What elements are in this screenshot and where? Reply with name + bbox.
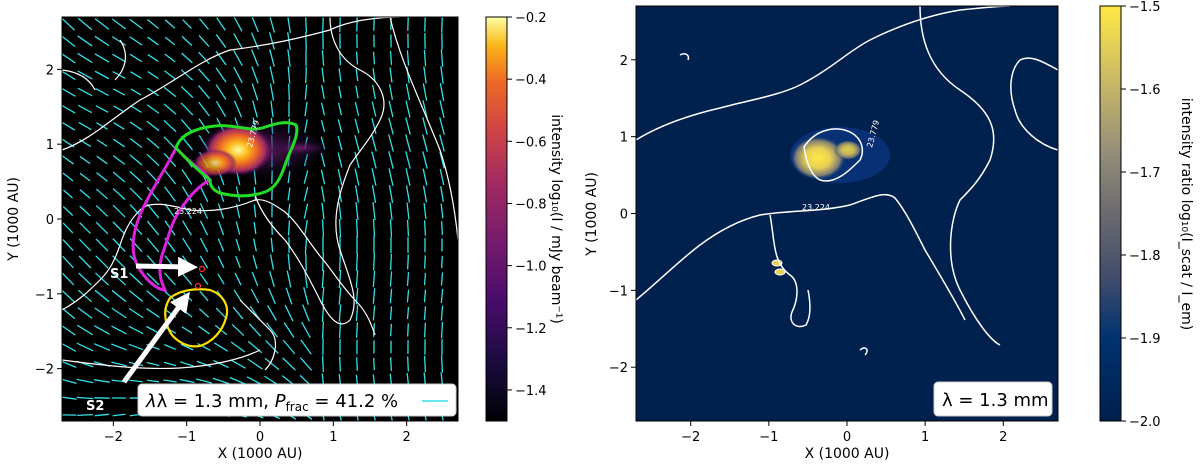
colorbar-tick-label: −1.7 (1129, 166, 1161, 181)
polarization-vector (323, 356, 324, 372)
right-colorbar-label: intensity ratio log₁₀(I_scat / I_em) (1178, 98, 1194, 331)
colorbar-tick-label: −0.8 (515, 197, 547, 212)
source-label-s1: S1 (110, 267, 128, 282)
colorbar-tick-label: −0.6 (515, 135, 547, 150)
y-tick-label: 2 (46, 63, 54, 78)
ratio-knot (834, 140, 862, 160)
x-tick-label: 1 (329, 430, 337, 445)
source-label-s2: S2 (86, 399, 104, 414)
polarization-vector (306, 32, 307, 49)
polarization-vector (340, 357, 341, 372)
colorbar-tick-label: −1.2 (515, 322, 547, 337)
x-tick-label: 2 (403, 430, 411, 445)
polarization-vector (374, 358, 375, 370)
right-panel: 23.779 23.224 λ = 1.3 mm −2−2−1−1001122 … (584, 0, 1194, 462)
polarization-vector (408, 255, 409, 270)
right-colorbar-ticks: −1.5 −1.6 −1.7 −1.8 −1.9 −2.0 (1121, 0, 1161, 430)
ratio-core (790, 136, 846, 180)
polarization-vector (391, 254, 392, 270)
y-tick-label: −1 (609, 284, 628, 299)
x-tick-label: 1 (921, 430, 929, 445)
x-tick-label: 0 (256, 430, 264, 445)
y-tick-label: 1 (46, 138, 54, 153)
polarization-vector (306, 67, 307, 83)
polarization-vector (425, 220, 426, 235)
polarization-vector (323, 253, 324, 271)
colorbar-tick-label: −1.0 (515, 260, 547, 275)
polarization-vector (442, 221, 443, 235)
left-colorbar-label: intensity log₁₀(I / mJy beam⁻¹) (548, 114, 564, 324)
polarization-vector (340, 16, 341, 32)
left-xlabel: X (1000 AU) (218, 446, 303, 462)
polarization-vector (306, 15, 307, 33)
x-tick-label: 0 (843, 430, 851, 445)
x-tick-label: 2 (999, 430, 1007, 445)
polarization-vector (323, 15, 324, 32)
y-tick-label: 1 (620, 131, 628, 146)
right-plot-background (636, 6, 1058, 421)
y-tick-label: −1 (35, 288, 54, 303)
arrow-s1 (136, 266, 188, 267)
right-legend: λ = 1.3 mm (934, 382, 1052, 416)
polarization-vector (374, 52, 375, 65)
right-colorbar (1100, 6, 1121, 421)
colorbar-tick-label: −1.5 (1129, 0, 1161, 15)
colorbar-tick-label: −0.2 (515, 11, 547, 26)
x-tick-label: −2 (681, 430, 700, 445)
colorbar-tick-label: −1.4 (515, 384, 547, 399)
polarization-vector (357, 322, 358, 337)
polarization-vector (391, 324, 392, 336)
right-contour-label-2: 23.224 (802, 203, 830, 212)
left-legend: λλ = 1.3 mm, Pfrac = 41.2 % (138, 384, 456, 416)
polarization-vector (357, 357, 358, 370)
y-tick-label: −2 (35, 363, 54, 378)
left-colorbar-ticks: −0.2 −0.4 −0.6 −0.8 −1.0 −1.2 −1.4 (507, 11, 547, 399)
y-tick-label: −2 (609, 361, 628, 376)
polarization-vector (77, 415, 93, 416)
polarization-vector (289, 84, 290, 100)
colorbar-tick-label: −1.8 (1129, 249, 1161, 264)
colorbar-tick-label: −1.9 (1129, 332, 1161, 347)
polarization-vector (408, 220, 409, 236)
polarization-vector (442, 322, 443, 338)
right-xlabel: X (1000 AU) (805, 446, 890, 462)
left-colorbar (486, 17, 507, 421)
emission-tail (268, 140, 332, 156)
polarization-vector (340, 253, 341, 271)
polarization-vector (442, 256, 443, 268)
left-panel: 23.779 23.224 S1 S2 λλ = 1.3 mm, Pfrac =… (6, 11, 564, 462)
right-ylabel: Y (1000 AU) (584, 172, 600, 257)
polarization-vector (323, 321, 324, 338)
polarization-vector (408, 323, 409, 336)
y-tick-label: 0 (620, 208, 628, 223)
x-tick-label: −2 (104, 430, 123, 445)
polarization-vector (425, 255, 426, 268)
polarization-vector (374, 253, 375, 270)
colorbar-tick-label: −2.0 (1129, 415, 1161, 430)
left-legend-text: λλ = 1.3 mm, Pfrac = 41.2 % (145, 391, 398, 414)
polarization-vector (442, 355, 443, 372)
x-tick-label: −1 (759, 430, 778, 445)
right-legend-text: λ = 1.3 mm (942, 390, 1049, 411)
y-tick-label: 2 (620, 54, 628, 69)
left-plot-background (62, 17, 458, 421)
polarization-vector (425, 323, 426, 338)
left-contour-label-2: 23.224 (174, 207, 202, 216)
colorbar-tick-label: −1.6 (1129, 83, 1161, 98)
x-tick-label: −1 (177, 430, 196, 445)
y-tick-label: 0 (46, 213, 54, 228)
polarization-vector (391, 357, 392, 371)
polarization-vector (357, 253, 358, 271)
polarization-vector (442, 16, 443, 32)
polarization-vector (425, 356, 426, 372)
polarization-vector (408, 356, 409, 371)
left-ylabel: Y (1000 AU) (6, 177, 22, 262)
colorbar-tick-label: −0.4 (515, 73, 547, 88)
